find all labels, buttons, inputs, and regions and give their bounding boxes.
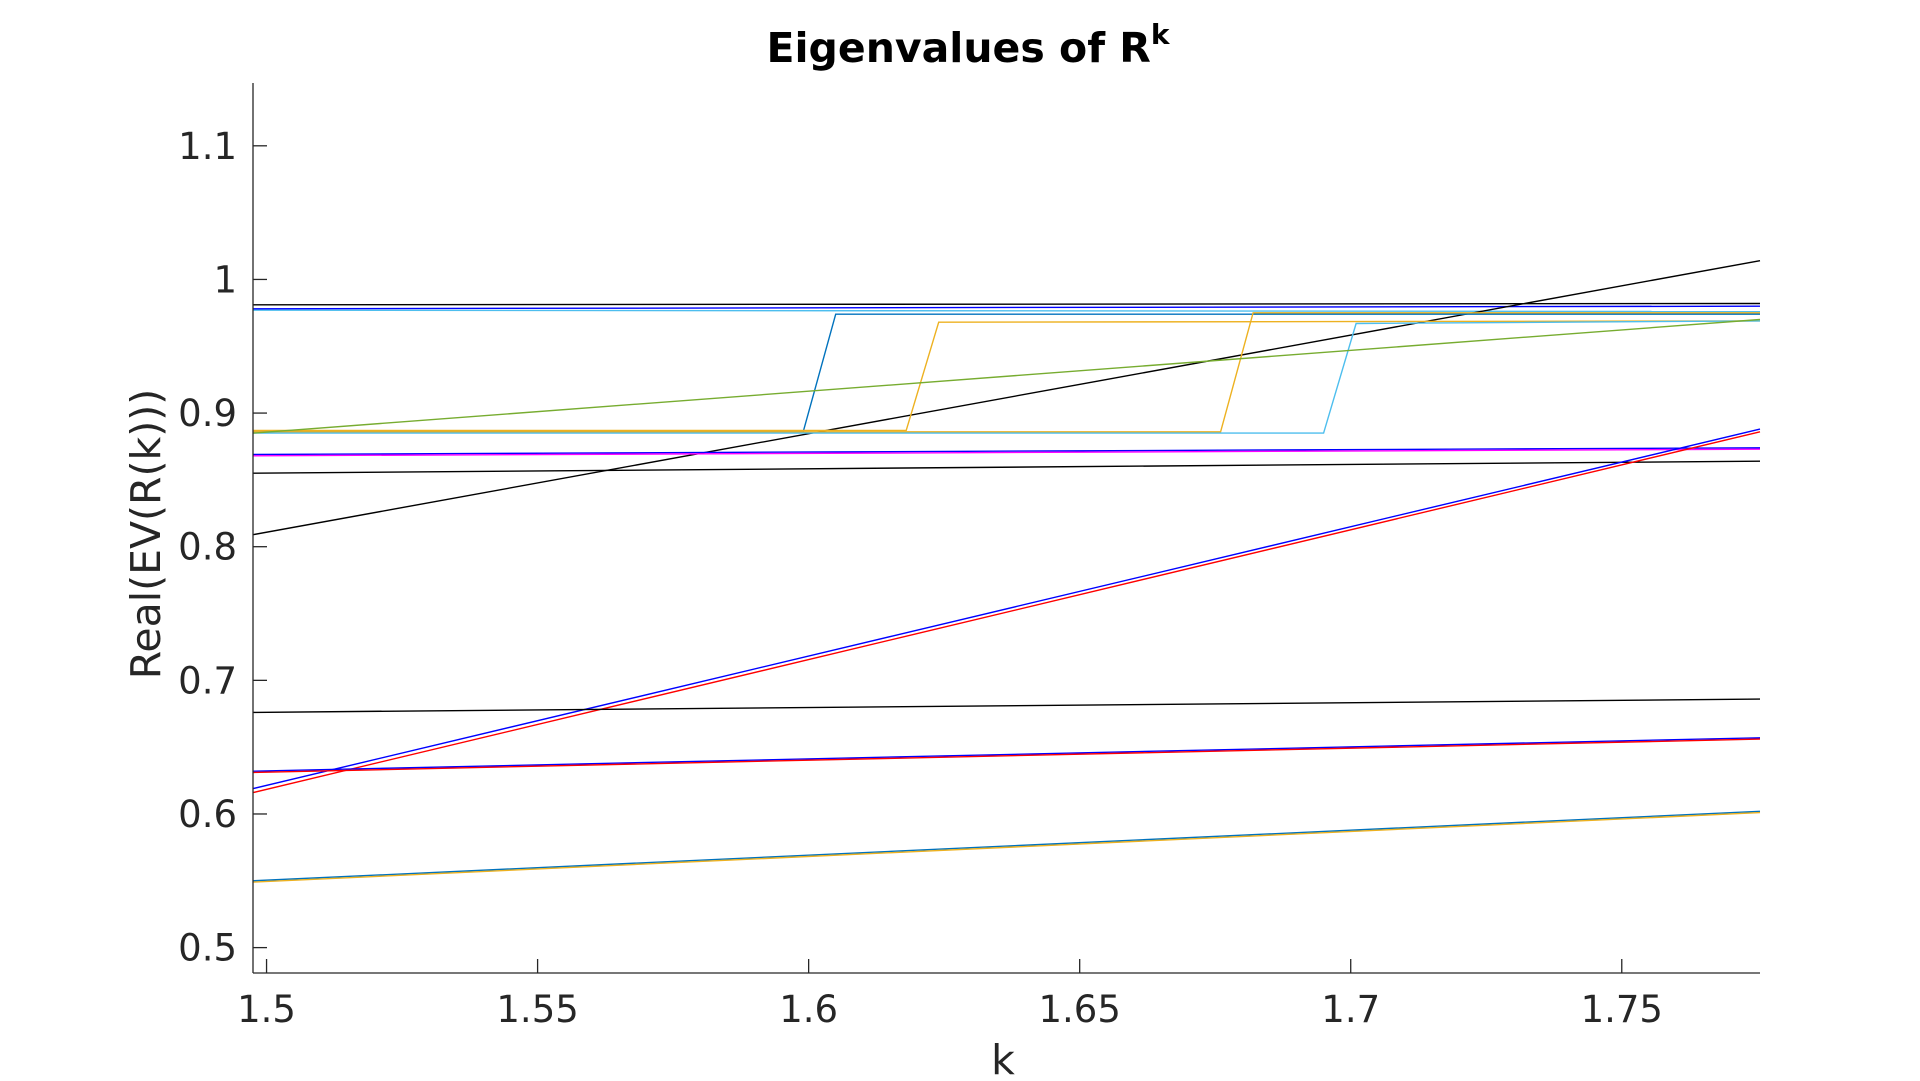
series-line-15	[252, 698, 1761, 714]
y-tick-label: 1.1	[178, 125, 237, 168]
series-line-9	[252, 318, 1761, 434]
y-tick-label: 0.6	[178, 793, 237, 836]
x-tick-label: 1.7	[1321, 988, 1380, 1031]
series-line-16	[252, 737, 1761, 772]
series-line-18	[252, 810, 1761, 882]
series-line-3	[252, 309, 1761, 313]
axes-layer: 1.5 1.55 1.6 1.65 1.7 1.75 0.5 0.6 0.7 0.8 0.9 1 1.1	[178, 83, 1760, 1031]
series-line-8	[253, 320, 1761, 434]
x-tick-label: 1.55	[496, 988, 578, 1031]
series-line-17	[252, 738, 1761, 774]
series-line-12	[252, 460, 1761, 474]
y-tick-label: 0.9	[178, 392, 237, 435]
series-line-10	[252, 447, 1761, 456]
series-line-4	[252, 260, 1761, 536]
chart-title-superscript: k	[1151, 18, 1171, 51]
series-line-7	[253, 312, 1760, 433]
series-line-2	[252, 305, 1761, 310]
series-line-14	[252, 431, 1761, 794]
y-tick-label: 0.8	[178, 526, 237, 569]
y-tick-label: 1	[213, 258, 237, 301]
series-line-11	[252, 448, 1761, 457]
x-axis-title: k	[991, 1036, 1015, 1081]
y-axis-title: Real(EV(R(k)))	[122, 389, 170, 680]
y-tick-label: 0.5	[178, 927, 237, 970]
y-tick-label: 0.7	[178, 659, 237, 702]
chart-title: Eigenvalues of Rk	[767, 18, 1171, 72]
series-line-1	[252, 302, 1761, 306]
series-line-19	[252, 811, 1761, 883]
series-layer	[252, 260, 1761, 883]
series-line-13	[252, 428, 1761, 790]
x-tick-label: 1.75	[1581, 988, 1663, 1031]
series-line-6	[253, 320, 1761, 432]
series-line-5	[253, 313, 1760, 433]
x-tick-label: 1.6	[779, 988, 838, 1031]
x-tick-label: 1.65	[1038, 988, 1120, 1031]
x-tick-label: 1.5	[237, 988, 296, 1031]
chart-title-text: Eigenvalues of R	[767, 24, 1151, 72]
